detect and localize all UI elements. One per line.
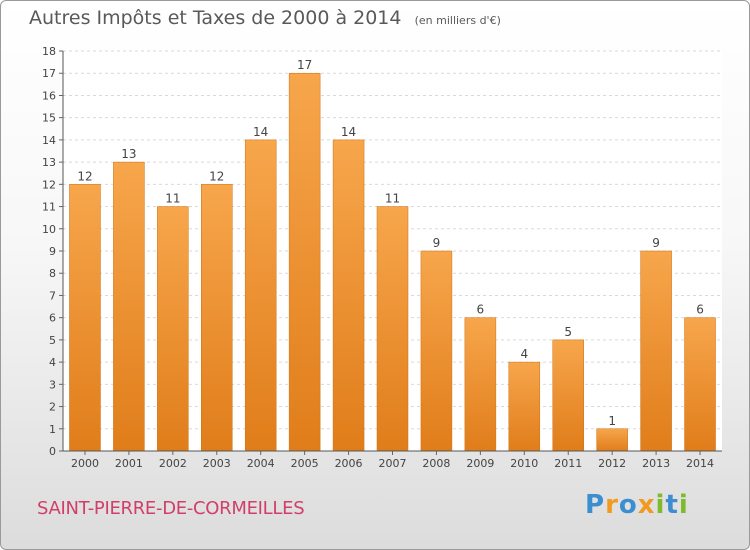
x-tick-label: 2010 xyxy=(510,457,538,470)
x-tick-label: 2011 xyxy=(554,457,582,470)
y-tick-label: 7 xyxy=(49,289,56,302)
bar-value-label: 6 xyxy=(477,303,485,317)
x-tick-label: 2006 xyxy=(335,457,363,470)
bar-value-label: 6 xyxy=(696,303,704,317)
bar-2011 xyxy=(552,339,584,452)
proxiti-logo: Proxiti xyxy=(585,490,689,520)
bar-2008 xyxy=(420,250,453,452)
y-tick-label: 13 xyxy=(42,156,56,169)
y-tick-label: 10 xyxy=(42,223,56,236)
x-tick-label: 2000 xyxy=(71,457,99,470)
bar-2000 xyxy=(69,184,101,452)
bar-2003 xyxy=(201,184,233,452)
x-tick-label: 2001 xyxy=(115,457,143,470)
bar-value-label: 13 xyxy=(121,147,136,161)
bar-2002 xyxy=(157,206,189,452)
bar-value-label: 14 xyxy=(341,125,356,139)
x-tick-label: 2007 xyxy=(379,457,407,470)
y-tick-label: 2 xyxy=(49,401,56,414)
bar-value-label: 11 xyxy=(165,192,180,206)
y-tick-label: 8 xyxy=(49,267,56,280)
bar-value-label: 17 xyxy=(297,58,312,72)
bar-value-label: 9 xyxy=(433,236,441,250)
bars: 12 13 11 12 14 17 14 11 9 6 4 5 1 9 6 xyxy=(69,58,716,452)
y-tick-label: 3 xyxy=(49,378,56,391)
bar-2012 xyxy=(596,428,628,452)
y-tick-label: 5 xyxy=(49,334,56,347)
x-tick-label: 2005 xyxy=(291,457,319,470)
bar-2005 xyxy=(288,72,321,452)
commune-name: SAINT-PIERRE-DE-CORMEILLES xyxy=(37,498,305,519)
y-tick-label: 16 xyxy=(42,89,56,102)
bar-value-label: 12 xyxy=(77,169,92,183)
bar-2006 xyxy=(332,139,365,452)
bar-value-label: 1 xyxy=(608,414,616,428)
bar-value-label: 14 xyxy=(253,125,268,139)
y-tick-label: 15 xyxy=(42,112,56,125)
chart-subtitle: (en milliers d'€) xyxy=(414,14,501,27)
bar-value-label: 4 xyxy=(520,347,528,361)
bar-value-label: 5 xyxy=(564,325,572,339)
bar-2013 xyxy=(640,250,672,452)
y-tick-label: 18 xyxy=(42,45,56,58)
x-tick-label: 2012 xyxy=(598,457,626,470)
bar-value-label: 12 xyxy=(209,169,224,183)
chart-title: Autres Impôts et Taxes de 2000 à 2014 xyxy=(29,7,402,29)
bar-2001 xyxy=(113,161,145,452)
title-block: Autres Impôts et Taxes de 2000 à 2014 (e… xyxy=(29,7,501,29)
x-tick-label: 2008 xyxy=(422,457,450,470)
bar-2009 xyxy=(464,317,497,452)
bar-value-label: 9 xyxy=(652,236,660,250)
y-tick-label: 11 xyxy=(42,201,56,214)
x-tick-label: 2014 xyxy=(686,457,714,470)
y-tick-label: 14 xyxy=(42,134,56,147)
bar-2007 xyxy=(376,206,409,452)
bar-2004 xyxy=(244,139,277,452)
y-tick-label: 4 xyxy=(49,356,56,369)
bar-2014 xyxy=(684,317,716,452)
y-tick-label: 17 xyxy=(42,67,56,80)
bar-value-label: 11 xyxy=(385,192,400,206)
x-tick-label: 2009 xyxy=(466,457,494,470)
x-tick-label: 2002 xyxy=(159,457,187,470)
bar-2010 xyxy=(508,361,541,452)
x-tick-label: 2004 xyxy=(247,457,275,470)
y-tick-label: 9 xyxy=(49,245,56,258)
x-tick-label: 2003 xyxy=(203,457,231,470)
y-tick-label: 12 xyxy=(42,178,56,191)
x-tick-label: 2013 xyxy=(642,457,670,470)
y-tick-label: 6 xyxy=(49,312,56,325)
y-tick-label: 1 xyxy=(49,423,56,436)
y-tick-label: 0 xyxy=(49,445,56,458)
